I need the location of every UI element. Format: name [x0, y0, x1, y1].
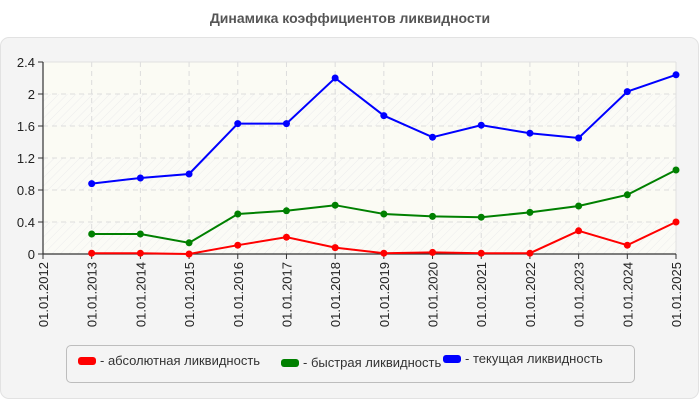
data-point	[575, 227, 583, 235]
data-point	[234, 120, 242, 128]
data-point	[88, 249, 96, 257]
data-point	[672, 71, 680, 79]
data-point	[672, 166, 680, 174]
legend-item-quick: - быстрая ликвидность	[281, 355, 441, 370]
legend-item-absolute: - абсолютная ликвидность	[78, 353, 260, 368]
chart-title: Динамика коэффициентов ликвидности	[209, 10, 491, 26]
legend-label: - текущая ликвидность	[465, 351, 603, 366]
legend-item-current: - текущая ликвидность	[443, 351, 603, 366]
data-point	[477, 121, 485, 129]
data-point	[623, 191, 631, 199]
data-point	[477, 249, 485, 257]
x-tick-label: 01.01.2020	[426, 262, 441, 327]
x-tick-label: 01.01.2024	[620, 262, 635, 327]
legend-swatch-red	[78, 356, 96, 365]
x-tick-label: 01.01.2015	[182, 262, 197, 327]
y-tick-label: 1.2	[17, 151, 35, 166]
data-point	[623, 88, 631, 96]
data-point	[88, 230, 96, 238]
x-tick-label: 01.01.2021	[474, 262, 489, 327]
legend-swatch-blue	[443, 354, 461, 363]
x-tick-label: 01.01.2019	[377, 262, 392, 327]
x-tick-label: 01.01.2022	[523, 262, 538, 327]
x-tick-label: 01.01.2012	[36, 262, 51, 327]
x-tick-label: 01.01.2025	[669, 262, 684, 327]
data-point	[331, 74, 339, 82]
data-point	[526, 129, 534, 137]
x-tick-label: 01.01.2023	[572, 262, 587, 327]
data-point	[331, 244, 339, 252]
data-point	[526, 208, 534, 216]
data-point	[88, 180, 96, 188]
data-point	[185, 239, 193, 247]
plot-band	[43, 62, 676, 94]
data-point	[185, 250, 193, 258]
plot-band	[43, 222, 676, 254]
y-tick-label: 1.6	[17, 119, 35, 134]
y-tick-label: 2	[28, 87, 35, 102]
legend-label: - абсолютная ликвидность	[100, 353, 261, 368]
data-point	[380, 112, 388, 120]
data-point	[282, 120, 290, 128]
plot-band	[43, 126, 676, 158]
data-point	[331, 201, 339, 209]
data-point	[234, 241, 242, 249]
plot-band	[43, 158, 676, 190]
data-point	[429, 212, 437, 220]
x-tick-label: 01.01.2016	[231, 262, 246, 327]
data-point	[234, 210, 242, 218]
data-point	[282, 233, 290, 241]
data-point	[380, 210, 388, 218]
legend-swatch-green	[281, 358, 299, 367]
plot-band	[43, 94, 676, 126]
x-tick-label: 01.01.2014	[133, 262, 148, 327]
data-point	[575, 202, 583, 210]
y-tick-label: 0.4	[17, 215, 35, 230]
data-point	[429, 133, 437, 141]
data-point	[575, 134, 583, 142]
data-point	[185, 170, 193, 178]
data-point	[429, 248, 437, 256]
data-point	[136, 249, 144, 257]
legend: - абсолютная ликвидность - быстрая ликви…	[66, 345, 635, 383]
data-point	[672, 218, 680, 226]
plot-band	[43, 190, 676, 222]
x-tick-label: 01.01.2013	[85, 262, 100, 327]
data-point	[477, 213, 485, 221]
data-point	[623, 241, 631, 249]
data-point	[526, 249, 534, 257]
y-tick-label: 2.4	[17, 55, 35, 70]
data-point	[282, 207, 290, 215]
data-point	[380, 249, 388, 257]
plot-area: 0 0.4 0.8 1.2 1.6 2 2.4 01.01.2012 01.01.2013 01.…	[17, 55, 684, 327]
data-point	[136, 174, 144, 182]
y-tick-label: 0.8	[17, 183, 35, 198]
legend-label: - быстрая ликвидность	[303, 355, 442, 370]
x-tick-label: 01.01.2018	[328, 262, 343, 327]
data-point	[136, 230, 144, 238]
y-tick-label: 0	[28, 247, 35, 262]
x-tick-label: 01.01.2017	[279, 262, 294, 327]
